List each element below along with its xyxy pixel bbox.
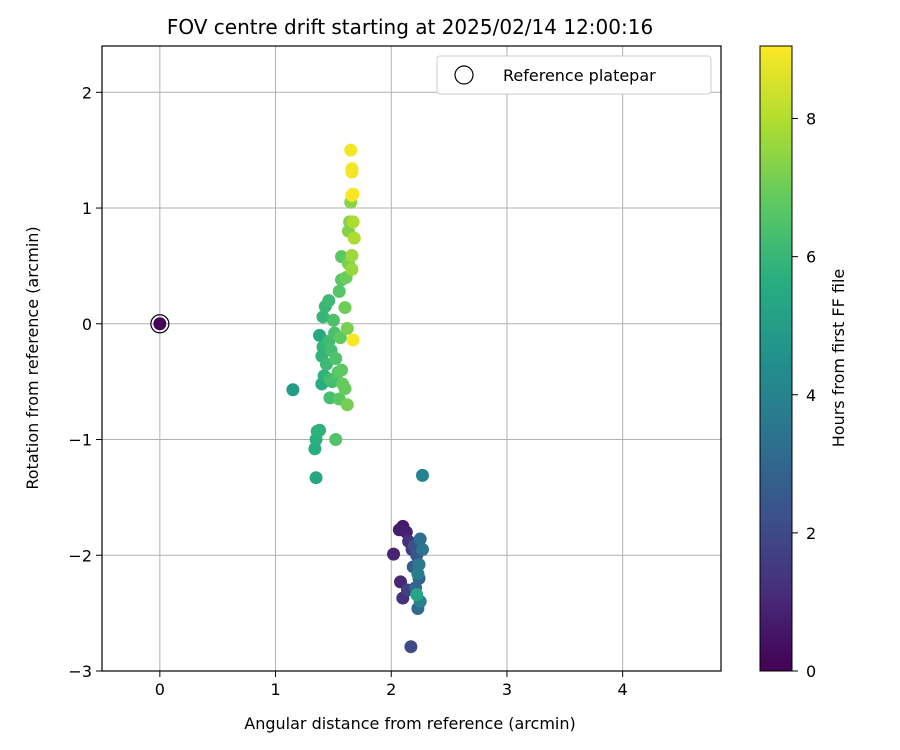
x-tick-label: 4	[618, 680, 628, 699]
colorbar: 0 2 4 6 8 Hours from first FF file	[759, 45, 848, 681]
colorbar-gradient	[759, 45, 793, 672]
data-point	[338, 301, 352, 315]
reference-marker	[150, 314, 170, 334]
colorbar-tick-label: 6	[806, 248, 816, 267]
y-tick-label: −1	[68, 431, 92, 450]
data-point	[415, 468, 429, 482]
data-point	[329, 352, 343, 365]
y-tick-label: −2	[68, 546, 92, 565]
x-tick-label: 1	[270, 680, 280, 699]
data-point	[329, 433, 343, 447]
data-point	[153, 317, 167, 331]
x-axis-label: Angular distance from reference (arcmin)	[244, 714, 575, 733]
data-point	[309, 471, 323, 485]
colorbar-tick-label: 0	[806, 662, 816, 681]
legend: Reference platepar	[436, 55, 712, 95]
axis-ticks: 0 1 2 3 4 −3 −2 −1 0 1 2	[68, 83, 627, 699]
data-point	[326, 313, 340, 327]
data-point	[411, 567, 425, 581]
data-point	[346, 333, 360, 347]
y-tick-label: −3	[68, 662, 92, 681]
y-tick-label: 0	[82, 315, 92, 334]
data-point	[410, 588, 424, 602]
legend-marker	[454, 65, 474, 85]
plot-frame	[101, 45, 722, 672]
colorbar-tick-label: 4	[806, 386, 816, 405]
legend-box	[436, 55, 712, 95]
x-tick-label: 0	[155, 680, 165, 699]
data-point	[313, 328, 327, 342]
data-point	[404, 640, 418, 654]
data-point	[340, 398, 354, 412]
data-point	[415, 542, 429, 556]
data-point	[322, 294, 336, 308]
y-tick-label: 1	[82, 199, 92, 218]
data-point	[335, 363, 349, 377]
data-point	[313, 423, 327, 437]
data-point	[345, 262, 359, 276]
chart-title: FOV centre drift starting at 2025/02/14 …	[167, 15, 653, 39]
data-point	[346, 215, 360, 229]
data-point	[413, 532, 427, 546]
colorbar-tick-label: 2	[806, 524, 816, 543]
data-point	[347, 231, 361, 245]
x-tick-label: 2	[386, 680, 396, 699]
colorbar-label: Hours from first FF file	[829, 269, 848, 448]
data-point	[340, 321, 354, 335]
data-point	[345, 165, 359, 179]
data-point	[316, 310, 330, 324]
data-point	[325, 375, 339, 389]
y-axis-label: Rotation from reference (arcmin)	[23, 226, 42, 489]
data-points	[150, 143, 429, 654]
colorbar-tick-label: 8	[806, 110, 816, 129]
data-point	[387, 547, 401, 561]
data-point	[286, 383, 300, 397]
y-tick-label: 2	[82, 83, 92, 102]
legend-label: Reference platepar	[503, 66, 656, 85]
data-point	[319, 357, 333, 371]
data-point	[332, 284, 346, 298]
data-point	[333, 331, 347, 345]
data-point	[344, 143, 358, 157]
grid	[102, 46, 721, 672]
data-point	[338, 382, 352, 396]
data-point	[345, 188, 359, 202]
x-tick-label: 3	[502, 680, 512, 699]
data-point	[345, 248, 359, 262]
